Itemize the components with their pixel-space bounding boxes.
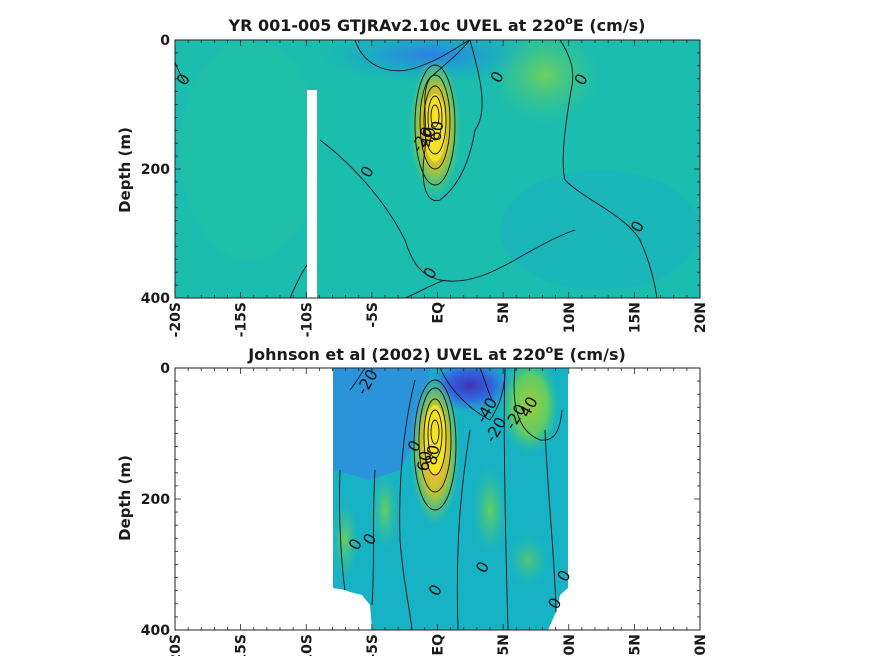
top-jet-label: 60: [425, 119, 447, 142]
bottom-x-axis: -20S -15S -10S -5S EQ 5N 10N 15N 20N: [168, 368, 709, 656]
top-x-tick-label: 20N: [693, 302, 709, 333]
top-y-label: Depth (m): [116, 127, 134, 213]
top-missing-strip: [307, 90, 317, 298]
bottom-x-tick-label: -15S: [234, 634, 250, 656]
bottom-x-tick-label: 20N: [693, 634, 709, 656]
bottom-y-axis: 0 200 400: [141, 361, 700, 639]
bottom-contours: [339, 368, 563, 630]
bottom-x-tick-label: EQ: [431, 634, 447, 656]
bottom-jet-label: 60: [413, 449, 435, 472]
bottom-title: Johnson et al (2002) UVEL at 220oE (cm/s…: [247, 343, 626, 364]
bottom-y-tick-label: 0: [160, 361, 170, 377]
bottom-y-tick-label: 400: [141, 623, 170, 639]
top-x-axis: -20S -15S -10S -5S EQ 5N 10N 15N 20N: [168, 40, 709, 337]
top-contours: [175, 40, 658, 298]
top-x-tick-label: EQ: [431, 302, 447, 324]
bottom-field: 60 80: [331, 368, 568, 630]
bottom-y-label: Depth (m): [116, 455, 134, 541]
top-x-tick-label: 10N: [562, 302, 578, 333]
bottom-y-tick-label: 200: [141, 492, 170, 508]
bottom-x-tick-label: 10N: [562, 634, 578, 656]
bottom-x-tick-label: 15N: [627, 634, 643, 656]
top-y-axis: 0 200 400: [141, 33, 700, 307]
bottom-panel: Johnson et al (2002) UVEL at 220oE (cm/s…: [116, 343, 709, 656]
top-y-tick-label: 400: [141, 291, 170, 307]
top-jet-label: 40: [417, 125, 439, 148]
top-y-tick-label: 200: [141, 162, 170, 178]
top-x-tick-label: 15N: [627, 302, 643, 333]
bottom-x-tick-label: -20S: [168, 634, 184, 656]
bottom-x-tick-label: -5S: [365, 634, 381, 656]
top-y-tick-label: 0: [160, 33, 170, 49]
bottom-jet-label: 80: [421, 443, 443, 466]
top-panel: YR 001-005 GTJRAv2.10c UVEL at 220oE (cm…: [116, 14, 709, 337]
top-field: 40 60: [175, 40, 700, 298]
bottom-x-tick-label: -10S: [299, 634, 315, 656]
top-title: YR 001-005 GTJRAv2.10c UVEL at 220oE (cm…: [228, 14, 646, 35]
top-x-tick-label: -20S: [168, 302, 184, 337]
top-x-tick-label: -15S: [234, 302, 250, 337]
top-x-tick-label: 5N: [496, 302, 512, 323]
bottom-x-tick-label: 5N: [496, 634, 512, 655]
top-x-tick-label: -10S: [299, 302, 315, 337]
top-x-tick-label: -5S: [365, 302, 381, 328]
